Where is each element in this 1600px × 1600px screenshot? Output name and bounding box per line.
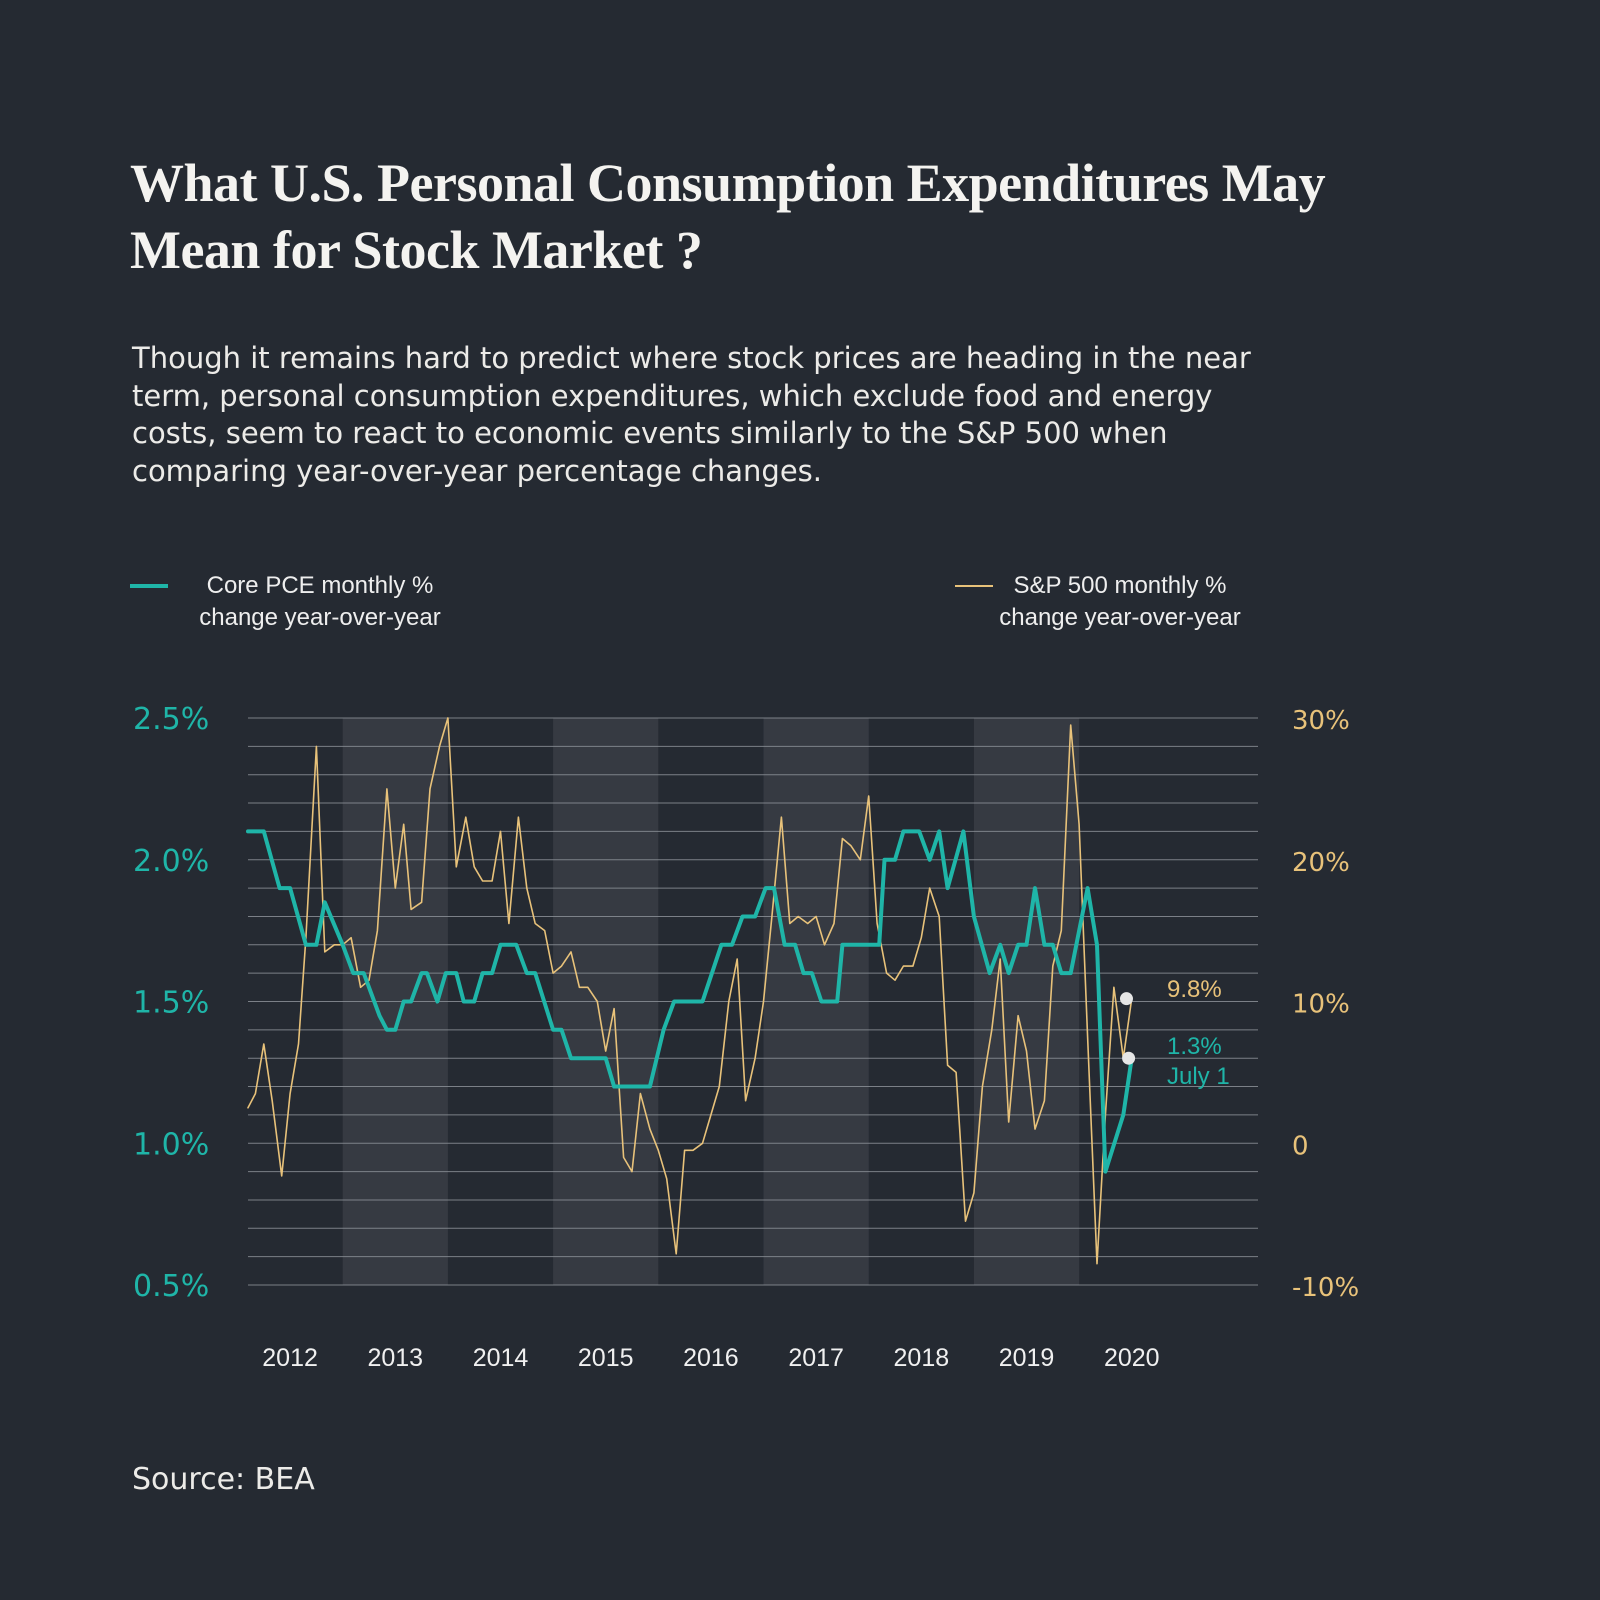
y-right-tick-label: 20% — [1292, 848, 1350, 878]
x-tick-label: 2016 — [683, 1344, 739, 1372]
legend-item-sp500: S&P 500 monthly % change year-over-year — [955, 570, 1255, 634]
legend-label-core-pce: Core PCE monthly % change year-over-year — [199, 572, 441, 631]
legend-item-core-pce: Core PCE monthly % change year-over-year — [130, 570, 460, 634]
x-tick-label: 2013 — [367, 1344, 423, 1372]
x-tick-label: 2012 — [262, 1344, 318, 1372]
y-right-tick-label: 0 — [1292, 1131, 1309, 1161]
annotation-label-sp500: 9.8% — [1167, 976, 1222, 1003]
annotation-marker — [1122, 1051, 1136, 1065]
y-left-tick-label: 0.5% — [133, 1269, 209, 1304]
x-tick-label: 2015 — [578, 1344, 634, 1372]
y-left-tick-label: 1.5% — [133, 986, 209, 1021]
y-left-tick-label: 2.0% — [133, 844, 209, 879]
legend-swatch-sp500 — [955, 585, 993, 587]
annotation-label-core-pce: 1.3% — [1167, 1033, 1222, 1060]
x-tick-label: 2020 — [1104, 1344, 1160, 1372]
annotation-date: July 1 — [1167, 1063, 1230, 1090]
series-line-sp500 — [247, 717, 1133, 1265]
y-left-tick-label: 2.5% — [133, 702, 209, 737]
annotation-marker — [1119, 992, 1133, 1006]
page-title: What U.S. Personal Consumption Expenditu… — [130, 153, 1326, 280]
y-right-tick-label: -10% — [1292, 1273, 1359, 1303]
x-tick-label: 2017 — [788, 1344, 844, 1372]
x-tick-label: 2018 — [894, 1344, 950, 1372]
x-tick-label: 2019 — [999, 1344, 1055, 1372]
y-right-tick-label: 10% — [1292, 990, 1350, 1020]
page-subtitle: Though it remains hard to predict where … — [132, 341, 1251, 488]
legend-label-sp500: S&P 500 monthly % change year-over-year — [999, 572, 1241, 631]
legend-swatch-core-pce — [130, 584, 168, 588]
x-tick-label: 2014 — [473, 1344, 529, 1372]
y-left-tick-label: 1.0% — [133, 1127, 209, 1162]
y-right-tick-label: 30% — [1292, 706, 1350, 736]
source-note: Source: BEA — [132, 1462, 315, 1497]
series-line-core-pce — [246, 829, 1134, 1174]
